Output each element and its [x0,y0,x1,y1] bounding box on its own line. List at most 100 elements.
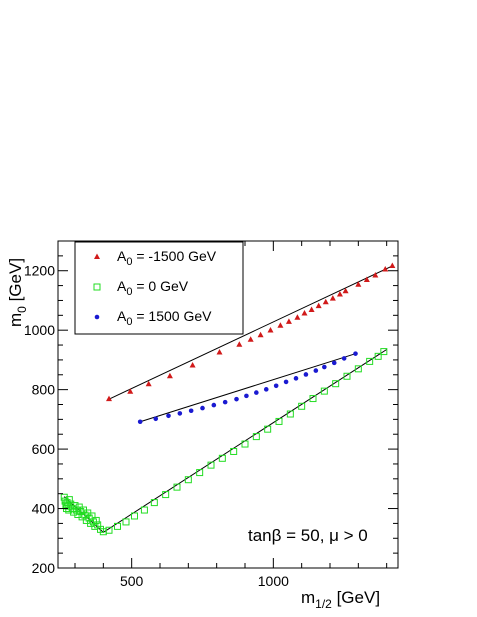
data-point [372,271,379,278]
data-point [382,266,389,272]
y-tick-label: 1000 [24,322,55,338]
data-point [173,483,181,491]
data-point [309,395,317,403]
data-point [92,516,100,524]
data-point [211,402,217,408]
y-tick-label: 400 [32,501,56,517]
data-point [264,425,272,433]
legend-marker [94,314,100,320]
data-point [218,454,226,462]
legend-label-a0: A0 = 0 GeV [117,278,189,298]
data-point [65,496,73,504]
data-point [275,417,283,425]
data-point [67,500,75,508]
data-point [267,326,274,333]
data-point [336,291,343,297]
legend-box [74,241,244,335]
legend-label-ap1500: A0 = 1500 GeV [117,308,212,328]
data-point [322,298,329,305]
data-point [380,348,388,356]
data-point [131,512,138,520]
data-point [166,413,171,419]
fit-line [108,265,393,400]
data-point [230,447,238,455]
series-0 [106,262,396,402]
data-point [257,331,264,338]
data-point [366,357,374,365]
data-point [283,379,289,385]
data-point [315,302,322,309]
x-axis-title: m1/2 [GeV] [301,588,380,611]
data-point [329,295,336,301]
data-point [188,408,194,414]
data-point [137,419,143,425]
series-1 [60,348,388,536]
data-point [273,383,279,389]
data-point [254,390,259,395]
data-point [331,360,337,366]
y-tick-label: 800 [32,382,56,398]
data-point [150,499,158,507]
data-point [234,396,239,402]
data-point [332,380,340,388]
annotation: tanβ = 50, μ > 0 [248,526,368,545]
legend-marker [93,283,101,291]
data-point [216,348,223,355]
y-tick-label: 200 [32,560,56,576]
data-point [244,393,249,399]
fit-line [63,349,387,533]
legend-label-am1500: A0 = -1500 GeV [117,248,217,268]
data-point [153,416,159,422]
data-point [303,372,309,377]
data-point [353,351,358,356]
data-point [222,399,228,405]
x-tick-label: 1000 [258,573,289,589]
data-point [342,287,349,294]
data-point [308,306,315,312]
data-point [196,469,204,477]
series-layer [60,262,396,536]
data-point [184,476,192,484]
data-point [389,262,396,268]
legend-a-symbol: A [117,248,127,264]
axes-layer: 500 1000 200 400 600 800 1000 1200 [24,240,398,589]
data-point [320,387,328,395]
data-point [301,310,308,316]
data-point [122,518,130,526]
legend-subscript: 0 [126,256,132,268]
data-point [374,352,382,360]
data-point [236,341,243,347]
data-point [114,522,121,530]
x-tick-label: 500 [120,573,144,589]
data-point [263,387,269,392]
data-point [286,410,294,418]
data-point [293,376,299,381]
legend-markers [93,253,101,320]
y-tick-label: 1200 [24,263,55,279]
data-point [298,402,306,410]
data-point [106,395,112,402]
data-point [166,372,173,379]
y-axis-title: m0 [GeV] [6,258,29,327]
data-point [363,276,370,282]
data-point [105,526,113,534]
series-2 [137,351,358,425]
data-point [247,336,254,342]
fit-line [140,353,356,423]
data-point [200,405,205,411]
data-point [177,411,183,416]
data-point [145,380,152,387]
data-point [207,461,215,469]
data-point [294,314,301,320]
data-point [241,440,249,448]
data-point [341,356,347,361]
y-tick-label: 600 [32,441,56,457]
legend: A0 = -1500 GeV A0 = 0 GeV A0 = 1500 GeV [74,241,244,335]
data-point [71,502,79,510]
data-point [313,368,319,373]
data-point [322,364,327,370]
data-point [189,362,196,368]
data-point [140,506,148,514]
data-point [162,491,170,499]
